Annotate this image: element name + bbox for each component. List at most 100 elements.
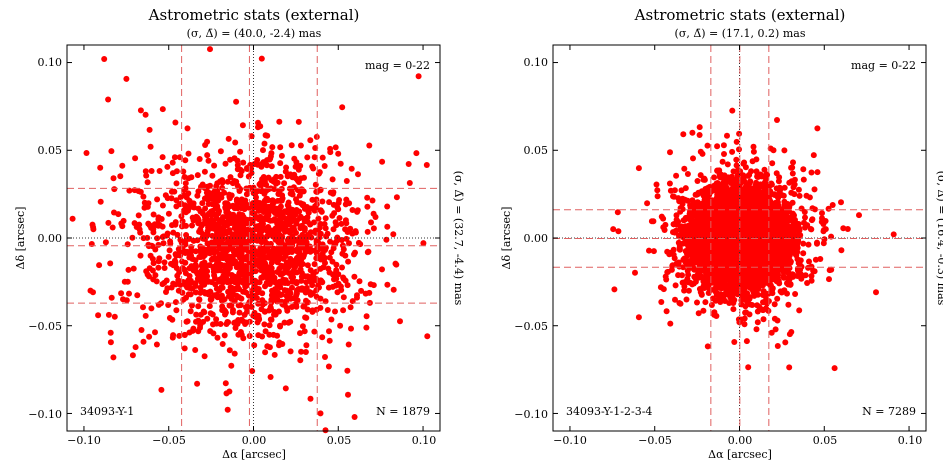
scatter-point	[97, 198, 104, 205]
scatter-point	[182, 180, 189, 187]
scatter-point	[351, 273, 358, 280]
scatter-point	[663, 308, 670, 315]
scatter-point	[89, 221, 96, 228]
scatter-point	[242, 280, 249, 287]
scatter-point	[202, 205, 209, 212]
scatter-panel-right: Astrometric stats (external) (σ, Δ̄) = (…	[500, 6, 943, 461]
scatter-point	[321, 163, 328, 169]
scatter-point	[300, 201, 307, 208]
scatter-point	[102, 239, 109, 246]
scatter-point	[214, 203, 221, 210]
scatter-point	[165, 210, 172, 217]
scatter-point	[126, 290, 132, 297]
scatter-point	[293, 196, 299, 203]
scatter-point	[741, 315, 748, 322]
scatter-point	[188, 244, 195, 250]
scatter-point	[342, 201, 349, 208]
scatter-point	[83, 150, 90, 156]
scatter-point	[287, 348, 294, 355]
scatter-point	[681, 165, 688, 172]
scatter-point	[339, 104, 346, 111]
scatter-point	[301, 328, 308, 335]
scatter-point	[147, 252, 154, 259]
scatter-point	[231, 350, 238, 357]
scatter-point	[189, 302, 195, 309]
scatter-point	[162, 192, 169, 199]
scatter-point	[196, 296, 203, 303]
magnitude-range-label: mag = 0-22	[365, 59, 430, 72]
scatter-point	[282, 222, 289, 229]
scatter-point	[368, 219, 374, 226]
scatter-point	[704, 142, 711, 149]
scatter-point	[198, 222, 205, 229]
scatter-point	[129, 234, 136, 241]
scatter-point	[325, 265, 332, 272]
scatter-point	[161, 259, 168, 266]
scatter-point	[322, 215, 329, 222]
scatter-point	[196, 228, 203, 235]
scatter-point	[244, 248, 251, 254]
scatter-point	[123, 297, 130, 304]
scatter-point	[343, 220, 350, 227]
scatter-point	[805, 241, 812, 248]
scatter-point	[366, 142, 373, 149]
scatter-point	[300, 303, 307, 310]
scatter-point	[393, 194, 400, 201]
scatter-point	[282, 385, 289, 392]
scatter-point	[144, 179, 151, 186]
scatter-point	[120, 217, 127, 224]
plot-area	[553, 45, 926, 431]
scatter-point	[297, 330, 303, 337]
scatter-point	[328, 316, 335, 323]
scatter-point	[298, 286, 305, 293]
scatter-point	[406, 180, 413, 186]
scatter-point	[285, 264, 292, 271]
scatter-point	[101, 56, 108, 62]
scatter-point	[255, 119, 261, 126]
y-tick-label: −0.05	[28, 320, 62, 333]
scatter-point	[205, 157, 212, 164]
scatter-point	[785, 301, 792, 308]
scatter-point	[309, 307, 316, 314]
scatter-point	[255, 203, 262, 210]
scatter-point	[364, 203, 371, 210]
scatter-point	[307, 137, 314, 144]
scatter-point	[226, 347, 233, 354]
scatter-point	[340, 307, 347, 314]
scatter-point	[288, 218, 295, 225]
scatter-point	[336, 215, 343, 221]
scatter-point	[289, 269, 296, 276]
scatter-point	[208, 294, 215, 301]
scatter-point	[249, 368, 256, 374]
scatter-point	[307, 248, 314, 255]
scatter-point	[146, 333, 153, 340]
scatter-point	[344, 282, 351, 289]
scatter-point	[263, 162, 270, 169]
scatter-point	[275, 308, 282, 315]
scatter-point	[340, 294, 347, 301]
scatter-point	[342, 252, 349, 259]
scatter-point	[119, 223, 126, 230]
scatter-point	[154, 196, 161, 203]
scatter-point	[140, 304, 146, 311]
scatter-point	[224, 406, 231, 413]
scatter-point	[219, 303, 226, 310]
scatter-point	[222, 160, 229, 167]
scatter-point	[224, 178, 231, 185]
scatter-point	[311, 154, 318, 161]
scatter-point	[204, 138, 211, 145]
x-tick-label: 0.10	[412, 434, 437, 447]
scatter-point	[125, 266, 132, 273]
scatter-point	[204, 315, 211, 322]
scatter-point	[873, 289, 879, 296]
scatter-point	[369, 197, 376, 204]
scatter-point	[171, 154, 178, 161]
scatter-point	[423, 162, 430, 168]
scatter-point	[635, 165, 642, 172]
scatter-point	[294, 217, 300, 224]
scatter-point	[644, 200, 651, 207]
scatter-point	[277, 322, 283, 329]
scatter-point	[302, 239, 309, 246]
scatter-point	[313, 268, 320, 275]
scatter-point	[307, 395, 314, 402]
